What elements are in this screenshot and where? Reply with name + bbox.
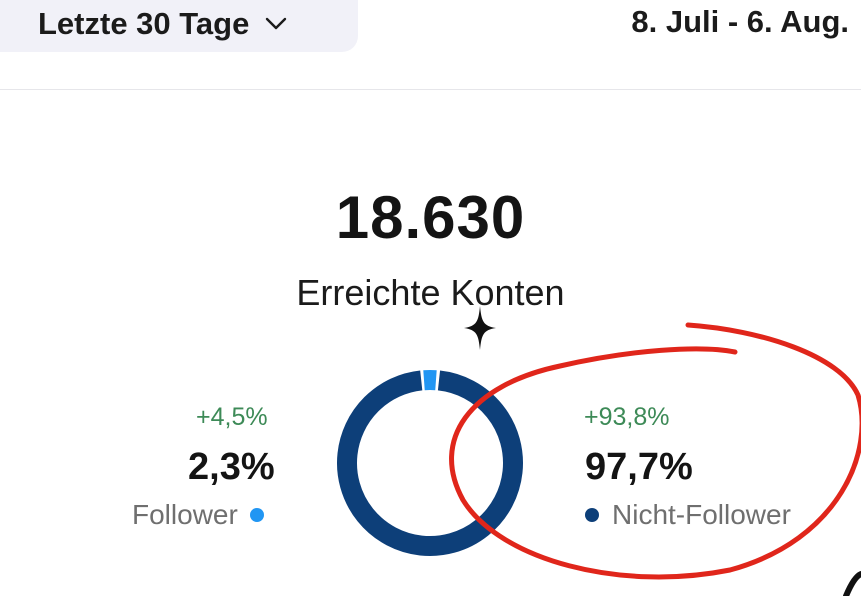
non-follower-change: +93,8% [584, 403, 670, 431]
divider [0, 89, 861, 90]
non-follower-legend: Nicht-Follower [585, 499, 791, 531]
date-range-text: 8. Juli - 6. Aug. [631, 4, 849, 39]
chevron-down-icon [266, 17, 287, 30]
accounts-reached-label: Erreichte Konten [296, 272, 565, 313]
follower-legend-label: Follower [132, 499, 238, 530]
non-follower-share: 97,7% [585, 446, 693, 488]
non-follower-legend-label: Nicht-Follower [612, 499, 791, 530]
non-follower-legend-dot [585, 508, 599, 522]
follower-legend-dot [249, 508, 264, 522]
donut-segment-non-follower [337, 370, 523, 556]
date-range-label: Letzte 30 Tage [38, 6, 250, 41]
follower-legend: Follower [132, 499, 264, 531]
follower-share: 2,3% [188, 446, 275, 488]
follower-donut-chart [337, 370, 523, 556]
sparkle-cursor-icon [464, 306, 496, 350]
accounts-reached-total: 18.630 [335, 184, 526, 251]
date-range-dropdown[interactable]: Letzte 30 Tage [0, 0, 358, 52]
follower-change: +4,5% [196, 403, 268, 431]
